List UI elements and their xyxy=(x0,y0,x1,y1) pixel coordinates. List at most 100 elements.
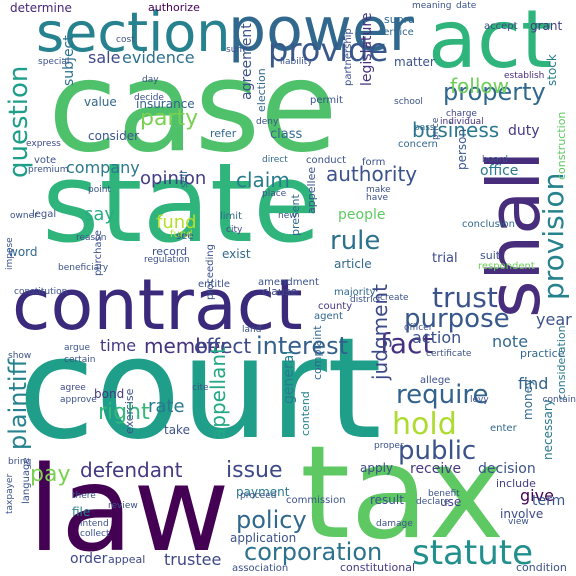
word-supra: supra xyxy=(384,13,415,26)
word-provision: provision xyxy=(537,172,570,300)
word-insurance: insurance xyxy=(136,97,195,111)
word-term: term xyxy=(532,493,566,509)
word-bring: bring xyxy=(8,457,32,467)
word-condition: condition xyxy=(516,561,567,574)
word-receive: receive xyxy=(410,461,462,477)
word-district: district xyxy=(350,295,382,305)
word-concern: concern xyxy=(398,139,438,150)
word-rate: rate xyxy=(148,396,185,417)
word-argue: argue xyxy=(64,343,91,353)
word-value: value xyxy=(84,95,117,109)
word-defendant: defendant xyxy=(80,458,183,482)
word-liability: liability xyxy=(280,57,313,67)
word-exist: exist xyxy=(222,247,251,261)
word-suit: suit xyxy=(480,249,501,262)
word-special: special xyxy=(38,57,70,67)
word-member: member xyxy=(144,334,229,358)
word-vote: vote xyxy=(34,155,57,166)
word-refer: refer xyxy=(210,127,237,140)
word-construction: construction xyxy=(555,111,568,180)
word-agent: agent xyxy=(314,311,343,322)
word-say: say xyxy=(84,204,116,225)
word-authorize: authorize xyxy=(148,1,200,14)
word-officer: officer xyxy=(404,323,433,333)
word-hold: hold xyxy=(392,407,457,442)
word-record: record xyxy=(152,245,188,258)
word-entitle: entitle xyxy=(198,279,231,290)
word-company: company xyxy=(66,158,140,177)
word-fact: fact xyxy=(380,327,434,360)
word-accept: accept xyxy=(484,21,518,32)
word-new: new xyxy=(278,211,297,221)
word-money: money xyxy=(521,378,535,420)
word-conclusion: conclusion xyxy=(462,219,516,230)
word-proceed: proceed xyxy=(240,491,277,501)
word-involve: involve xyxy=(500,507,544,521)
word-proper: proper xyxy=(374,441,404,451)
word-election: election xyxy=(255,68,268,112)
word-plaintiff: plaintiff xyxy=(4,358,32,450)
word-purpose: purpose xyxy=(404,304,510,334)
word-create: create xyxy=(380,293,409,303)
word-trust: trust xyxy=(432,281,498,314)
word-appeal: appeal xyxy=(108,553,146,566)
word-agree: agree xyxy=(60,383,86,393)
word-partnership: partnership xyxy=(343,28,354,86)
word-sale: sale xyxy=(88,48,121,67)
word-rule: rule xyxy=(330,226,381,256)
word-express: express xyxy=(26,139,61,149)
word-person: person xyxy=(455,128,469,170)
word-benefit: benefit xyxy=(428,489,460,499)
word-give: give xyxy=(520,486,554,505)
word-year: year xyxy=(536,310,572,329)
word-class: class xyxy=(270,127,303,142)
word-case: case xyxy=(48,33,338,180)
word-matter: matter xyxy=(394,55,435,69)
word-result: result xyxy=(370,493,404,507)
word-conduct: conduct xyxy=(306,155,347,166)
word-power: power xyxy=(228,0,414,65)
word-commission: commission xyxy=(286,495,346,506)
word-public: public xyxy=(398,436,477,466)
word-approve: approve xyxy=(60,395,97,405)
word-association: association xyxy=(232,563,289,574)
word-pay: pay xyxy=(30,462,71,487)
word-action: action xyxy=(412,328,462,347)
word-act: act xyxy=(428,0,553,86)
word-sell: sell xyxy=(179,171,190,188)
word-service: service xyxy=(378,27,414,38)
word-respondent: respondent xyxy=(478,261,535,272)
word-certain: certain xyxy=(64,355,96,365)
word-school: school xyxy=(394,97,423,107)
word-article: article xyxy=(334,257,372,271)
word-cost: cost xyxy=(116,35,135,45)
word-enter: enter xyxy=(490,423,517,434)
word-right: right xyxy=(98,400,150,425)
word-day: day xyxy=(142,75,159,85)
word-require: require xyxy=(396,380,489,410)
word-provide: provide xyxy=(268,31,389,69)
word-file: file xyxy=(72,505,91,519)
word-appellant: appellant xyxy=(206,346,230,440)
word-impose: impose xyxy=(5,237,15,270)
word-majority: majority xyxy=(334,287,376,298)
word-premium: premium xyxy=(28,165,69,175)
word-practice: practice xyxy=(520,347,565,360)
word-contend: contend xyxy=(299,391,312,436)
word-tax: tax xyxy=(300,419,505,568)
word-limit: limit xyxy=(220,211,242,222)
word-collect: collect xyxy=(80,529,110,539)
word-permit: permit xyxy=(310,95,343,106)
word-establish: establish xyxy=(504,71,545,81)
word-policy: policy xyxy=(236,506,307,534)
word-authority: authority xyxy=(326,162,418,186)
word-intend: intend xyxy=(80,519,109,529)
word-section: section xyxy=(36,1,231,64)
word-party: party xyxy=(140,106,199,131)
word-necessary: necessary xyxy=(541,399,555,460)
word-certificate: certificate xyxy=(426,349,472,359)
word-include: include xyxy=(496,477,536,490)
word-appellee: appellee xyxy=(305,166,318,214)
word-decision: decision xyxy=(478,461,536,477)
word-owner: owner xyxy=(10,211,38,221)
